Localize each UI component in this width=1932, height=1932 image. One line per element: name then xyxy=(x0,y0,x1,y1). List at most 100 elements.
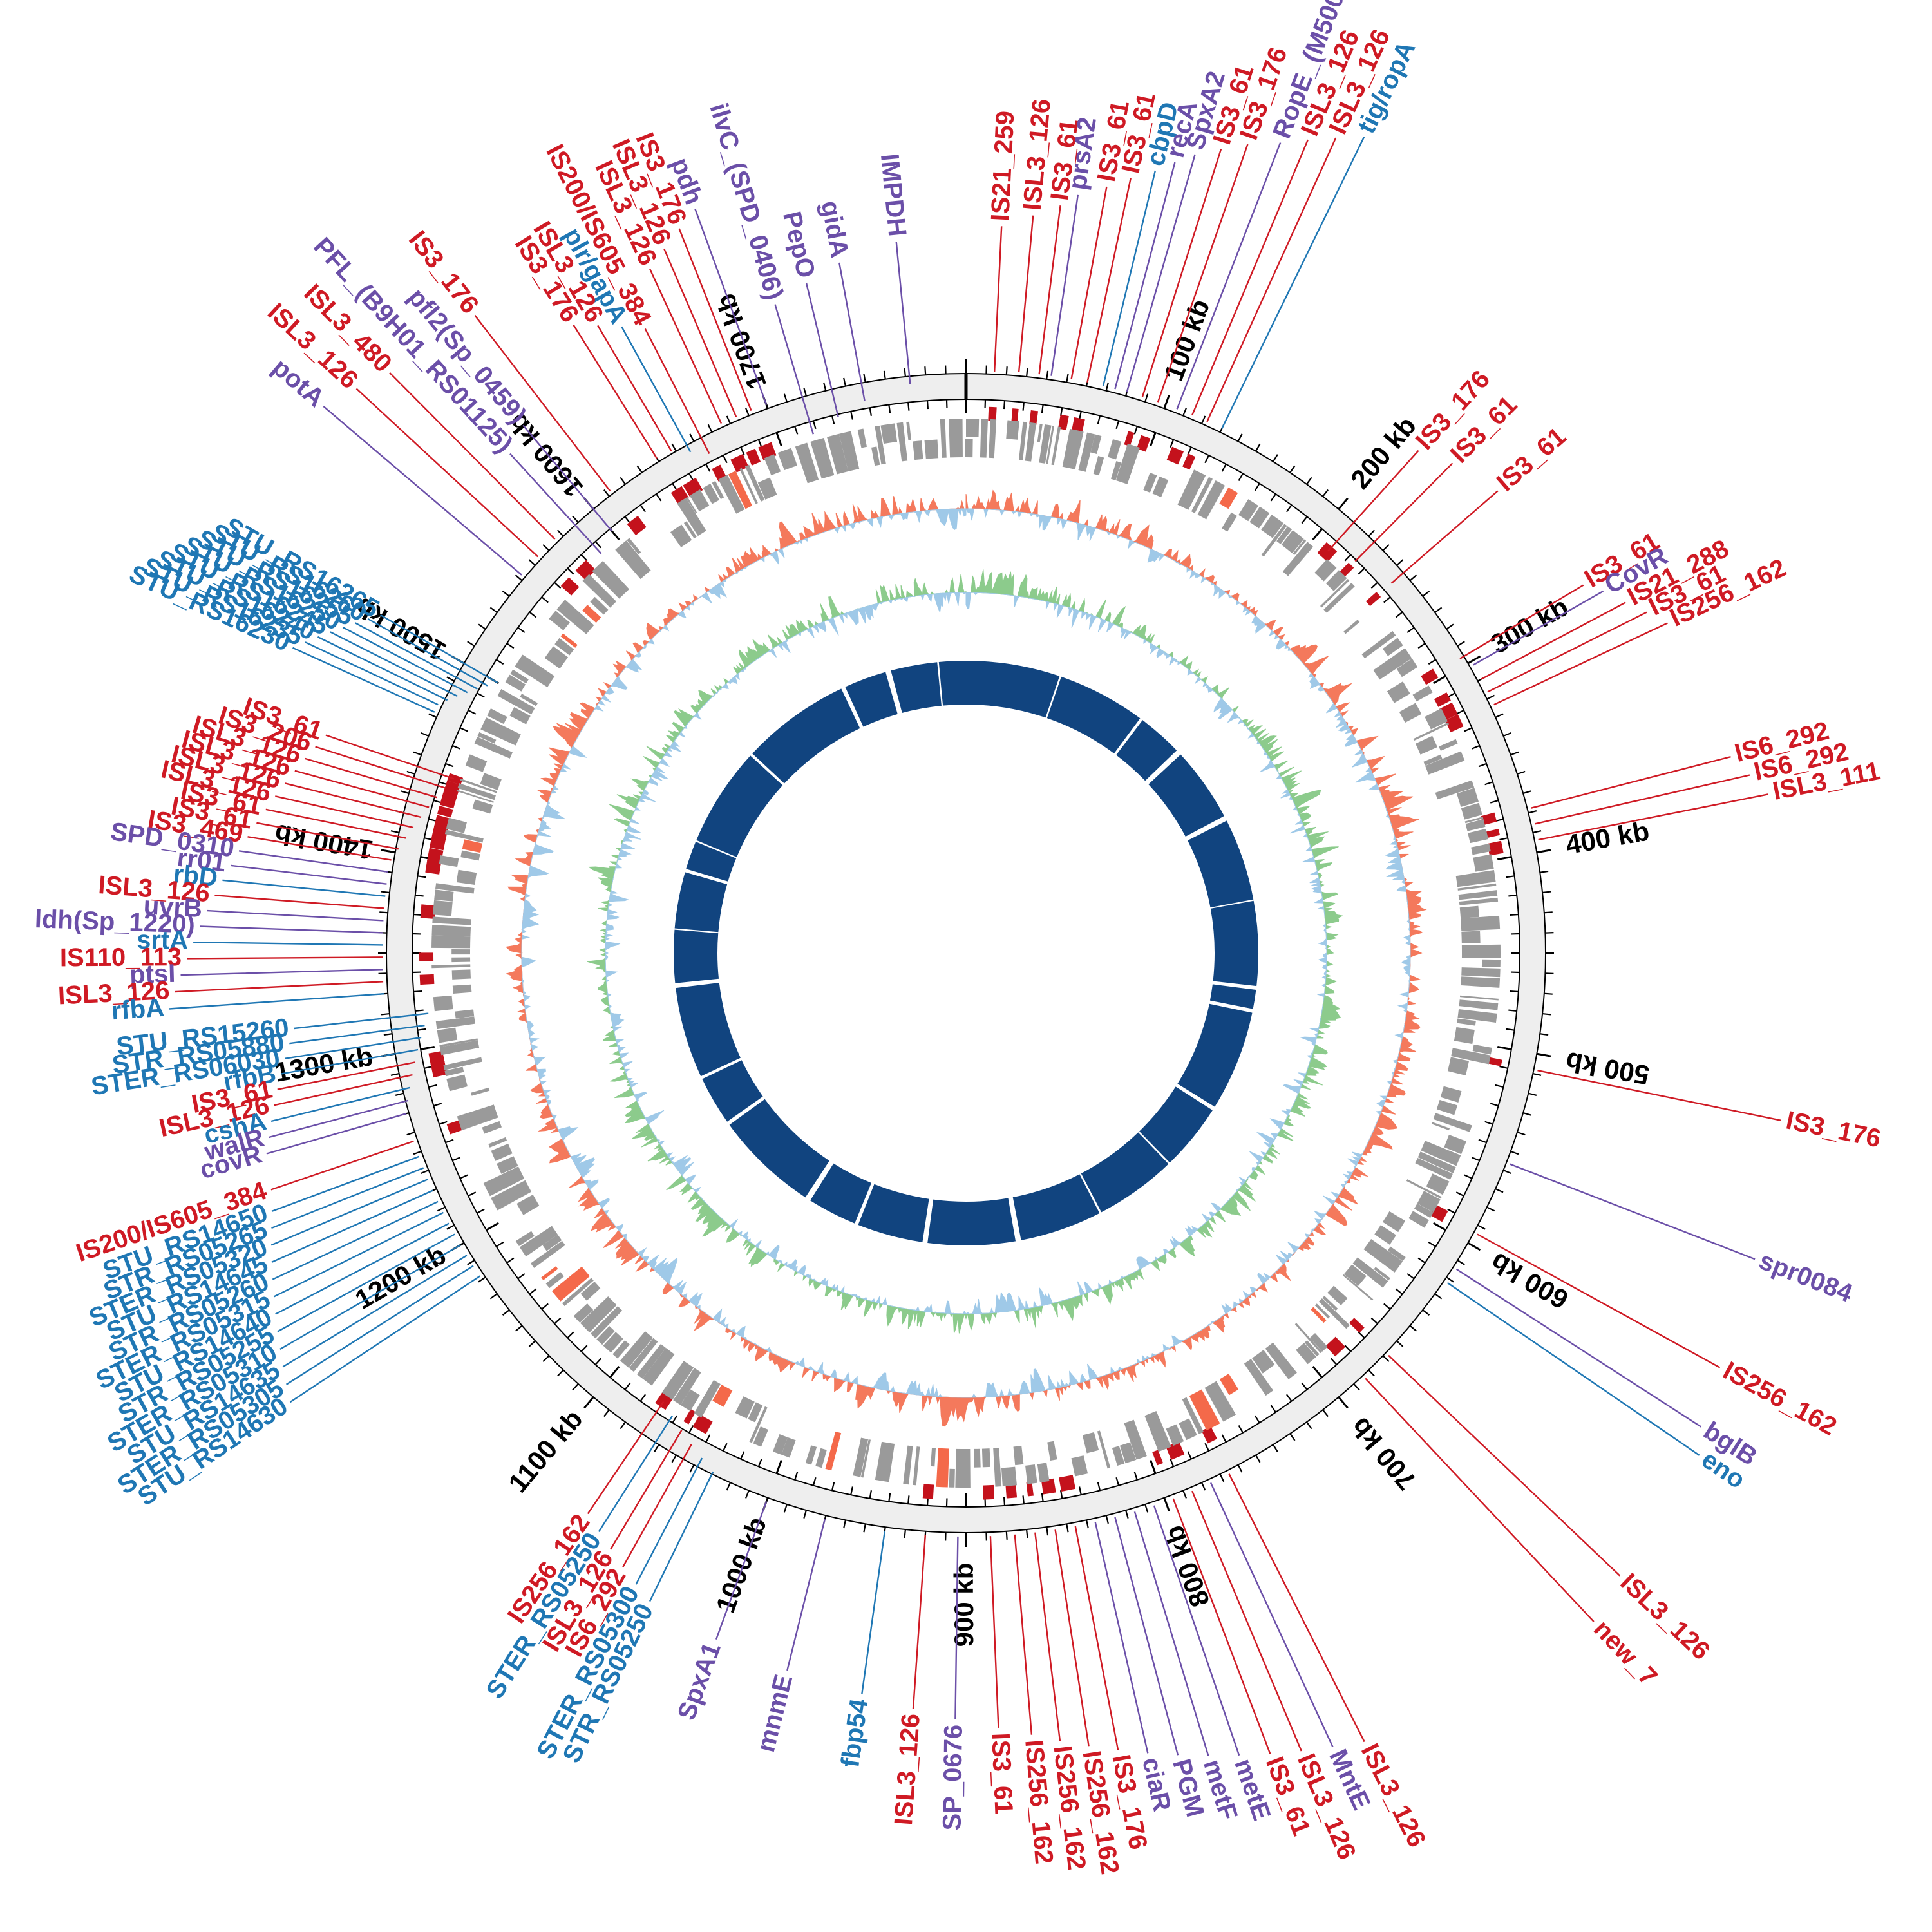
cds-block xyxy=(1304,1340,1320,1357)
navy-core-block xyxy=(891,662,942,713)
annotation-label[interactable]: PFL_(B9H01_RS01125) xyxy=(308,232,518,458)
axis-tick-minor xyxy=(907,1495,910,1504)
cds-block xyxy=(1322,1296,1338,1311)
leader-line xyxy=(1070,186,1108,380)
leader-line xyxy=(275,795,414,829)
cds-block xyxy=(1461,931,1481,943)
cds-block xyxy=(1323,582,1355,613)
is-marker xyxy=(1011,408,1019,423)
annotation-label[interactable]: ISL3_126 xyxy=(889,1712,925,1826)
cds-block xyxy=(777,448,797,471)
cds-block xyxy=(1461,944,1501,958)
annotation-label[interactable]: spr0084 xyxy=(1755,1246,1857,1308)
navy-core-block xyxy=(676,983,741,1077)
annotation-label[interactable]: uvrB xyxy=(143,891,203,923)
cds-block xyxy=(764,454,781,476)
cds-block xyxy=(677,498,706,536)
annotation-label[interactable]: ISL3_126 xyxy=(57,976,170,1010)
axis-tick-minor xyxy=(421,732,429,737)
is-marker xyxy=(1182,453,1196,470)
axis-tick-minor xyxy=(639,1394,647,1402)
cds-block xyxy=(439,1038,478,1047)
cds-block xyxy=(1464,817,1484,824)
leader-line xyxy=(649,269,723,424)
axis-tick-minor xyxy=(688,1425,694,1434)
annotation-label[interactable]: rbD xyxy=(172,860,219,893)
leader-line xyxy=(1537,1070,1781,1121)
axis-tick-minor xyxy=(1396,1340,1404,1347)
leader-line xyxy=(1172,1498,1271,1754)
navy-core-block xyxy=(696,755,783,857)
axis-tick-minor xyxy=(1422,1309,1430,1316)
cds-block xyxy=(1108,439,1122,460)
annotation-label[interactable]: IMPDH xyxy=(875,153,911,238)
annotation-label[interactable]: srtA xyxy=(137,926,189,955)
axis-tick-major xyxy=(486,1222,500,1231)
cds-block xyxy=(1238,499,1259,522)
leader-line xyxy=(1191,1490,1302,1752)
annotation-label[interactable]: IS3_176 xyxy=(1784,1106,1884,1153)
cds-block xyxy=(853,1437,869,1477)
annotation-label[interactable]: SP_0676 xyxy=(938,1725,968,1831)
axis-tick-minor xyxy=(1368,1369,1376,1377)
cds-block xyxy=(573,1303,594,1323)
axis-tick-minor xyxy=(740,446,745,455)
axis-tick-minor xyxy=(672,483,678,491)
cds-block xyxy=(452,984,472,994)
annotation-label[interactable]: PepO xyxy=(777,209,820,281)
axis-tick-minor xyxy=(428,713,437,718)
cds-block xyxy=(544,646,569,669)
axis-tick-minor xyxy=(594,1358,602,1365)
axis-tick-minor xyxy=(689,1464,695,1473)
annotation-label[interactable]: IS256_162 xyxy=(1718,1356,1841,1441)
leader-line xyxy=(573,325,658,459)
annotation-label[interactable]: SpxA1 xyxy=(672,1639,726,1724)
axis-tick-minor xyxy=(446,1224,455,1230)
axis-tick-minor xyxy=(726,415,731,424)
annotation-label[interactable]: IS3_61 xyxy=(1492,422,1572,497)
annotation-label[interactable]: rr01 xyxy=(176,844,227,878)
leader-line xyxy=(1074,1526,1119,1750)
axis-tick-minor xyxy=(883,370,886,379)
axis-tick-minor xyxy=(1079,411,1082,420)
cds-block xyxy=(491,1143,513,1161)
axis-tick-minor xyxy=(1301,1382,1308,1390)
leader-line xyxy=(1209,1482,1334,1748)
annotation-label[interactable]: mnmE xyxy=(752,1672,798,1755)
leader-line xyxy=(678,228,752,412)
leader-line xyxy=(1133,1511,1209,1756)
annotation-label[interactable]: IS21_259 xyxy=(986,110,1019,222)
annotation-label[interactable]: ilvC_(SPD_0406) xyxy=(704,100,788,303)
annotation-label[interactable]: fbp54 xyxy=(836,1696,874,1769)
leader-line xyxy=(1228,1473,1365,1743)
axis-tick-minor xyxy=(831,415,835,424)
axis-tick-minor xyxy=(1506,1028,1515,1031)
annotation-label[interactable]: gidA xyxy=(816,198,854,260)
annotation-label[interactable]: ldh(Sp_1220) xyxy=(34,905,195,939)
annotation-label[interactable]: IS3_61 xyxy=(986,1732,1018,1815)
navy-core-block xyxy=(1012,1174,1100,1240)
leader-line xyxy=(1094,1522,1149,1754)
axis-tick-minor xyxy=(1542,891,1551,894)
cds-block xyxy=(913,1446,920,1486)
axis-tick-minor xyxy=(1115,421,1120,430)
axis-tick-minor xyxy=(1255,443,1261,452)
axis-tick-minor xyxy=(1484,781,1493,786)
axis-tick-minor xyxy=(1447,692,1455,698)
cds-block xyxy=(1396,658,1418,677)
axis-tick-minor xyxy=(1144,393,1149,402)
cds-block xyxy=(612,1340,630,1359)
annotation-label[interactable]: rfbA xyxy=(110,994,165,1026)
leader-line xyxy=(912,1535,926,1709)
leader-line xyxy=(994,226,1003,372)
axis-tick-minor xyxy=(406,770,415,775)
annotation-label[interactable]: new_7 xyxy=(1588,1615,1663,1691)
leader-line xyxy=(355,388,539,558)
cds-block xyxy=(531,1240,565,1268)
cds-block xyxy=(1222,512,1238,532)
annotation-label[interactable]: IS110_113 xyxy=(60,943,182,972)
axis-tick-minor xyxy=(671,443,677,452)
cds-block xyxy=(728,471,753,509)
is-marker xyxy=(692,1414,713,1434)
annotation-label[interactable]: ptsI xyxy=(129,960,176,989)
